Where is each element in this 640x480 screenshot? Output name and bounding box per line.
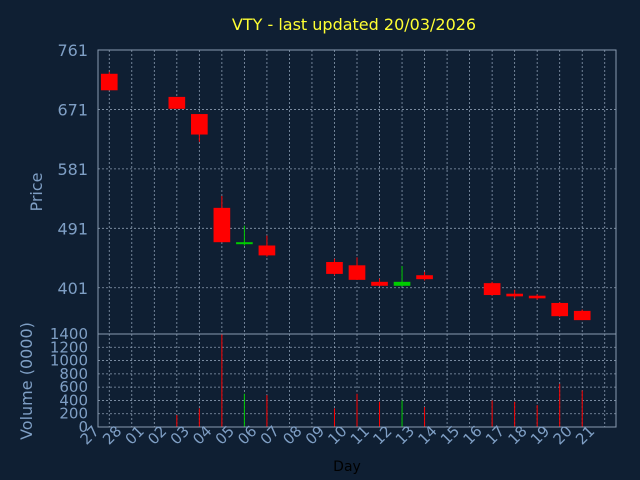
candle-body — [506, 293, 523, 297]
volume-tick-label: 200 — [59, 405, 88, 423]
candle-11 — [371, 278, 388, 287]
candle-04 — [213, 195, 231, 243]
candle-19 — [551, 302, 569, 317]
x-tick-labels: 2728010203040506070809101112131415161718… — [77, 422, 599, 448]
candle-13 — [416, 271, 433, 281]
volume-panel-frame — [97, 333, 617, 428]
volume-tick-label: 1400 — [50, 325, 88, 343]
candle-body — [551, 302, 569, 317]
candle-body — [258, 245, 276, 256]
candle-09 — [326, 258, 343, 276]
volume-tick-label: 600 — [59, 378, 88, 396]
candle-20 — [573, 309, 591, 321]
price-tick-label: 491 — [57, 219, 88, 238]
price-tick-label: 761 — [57, 41, 88, 60]
candle-05 — [236, 225, 253, 246]
price-tick-label: 401 — [57, 279, 88, 298]
candle-16 — [483, 281, 501, 296]
chart-title: VTY - last updated 20/03/2026 — [232, 15, 476, 34]
price-y-tick-labels: 761 671 581 491 401 — [57, 41, 88, 298]
candle-body — [393, 281, 411, 286]
volume-tick-label: 400 — [59, 391, 88, 409]
x-axis-label: Day — [333, 459, 361, 475]
candle-body — [326, 262, 343, 274]
price-tick-label: 581 — [57, 160, 88, 179]
candle-body — [528, 295, 546, 299]
candle-body — [371, 281, 388, 286]
price-tick-label: 671 — [57, 100, 88, 119]
candle-18 — [528, 294, 546, 300]
candle-body — [483, 283, 501, 296]
volume-tick-label: 800 — [59, 365, 88, 383]
candle-body — [191, 114, 208, 135]
candles — [100, 71, 591, 321]
x-tick-label: 21 — [572, 422, 598, 448]
candle-17 — [506, 289, 523, 299]
candle-body — [213, 207, 231, 243]
volume-bars — [176, 334, 583, 427]
candle-02 — [168, 96, 186, 109]
candle-body — [100, 73, 118, 91]
candle-body — [168, 96, 186, 109]
candle-body — [416, 275, 433, 280]
candle-03 — [191, 114, 208, 142]
candle-body — [348, 265, 366, 280]
volume-tick-label: 0 — [78, 418, 88, 436]
candle-10 — [348, 257, 366, 280]
price-grid — [98, 49, 616, 334]
volume-tick-label: 1000 — [50, 352, 88, 370]
candle-body — [573, 310, 591, 321]
candle-27 — [100, 71, 118, 91]
volume-axis-label: Volume (0000) — [17, 322, 36, 440]
price-axis-label: Price — [27, 172, 46, 211]
candle-body — [236, 242, 253, 245]
candle-06 — [258, 235, 276, 257]
volume-tick-label: 1200 — [50, 338, 88, 356]
candle-12 — [393, 265, 411, 287]
